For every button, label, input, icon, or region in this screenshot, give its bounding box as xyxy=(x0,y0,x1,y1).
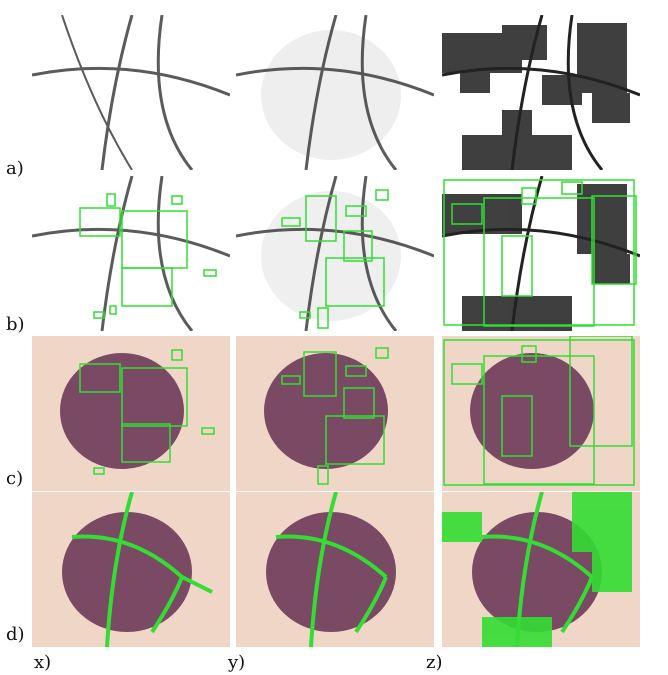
panel-d-z xyxy=(442,492,640,647)
panel-c-x xyxy=(32,336,230,491)
row-label-c: c) xyxy=(6,468,24,489)
panel-d-y xyxy=(236,492,434,647)
lesion-c-y xyxy=(236,336,434,491)
col-label-z: z) xyxy=(426,652,443,673)
lesion-d-z xyxy=(442,492,640,647)
panel-b-x xyxy=(32,176,230,331)
panel-c-y xyxy=(236,336,434,491)
panel-c-z xyxy=(442,336,640,491)
panel-a-z xyxy=(442,15,640,170)
col-label-y: y) xyxy=(228,652,246,673)
lesion-c-x xyxy=(32,336,230,491)
panel-b-y xyxy=(236,176,434,331)
heatmap-b-y xyxy=(236,176,434,331)
lesion-d-y xyxy=(236,492,434,647)
panel-d-x xyxy=(32,492,230,647)
heatmap-a-y xyxy=(236,15,434,170)
row-label-a: a) xyxy=(6,158,24,179)
col-label-x: x) xyxy=(34,652,52,673)
panel-b-z xyxy=(442,176,640,331)
panel-a-x xyxy=(32,15,230,170)
panel-a-y xyxy=(236,15,434,170)
heatmap-a-x xyxy=(32,15,230,170)
row-label-d: d) xyxy=(6,624,25,645)
lesion-d-x xyxy=(32,492,230,647)
heatmap-a-z xyxy=(442,15,640,170)
heatmap-b-x xyxy=(32,176,230,331)
lesion-c-z xyxy=(442,336,640,491)
heatmap-b-z xyxy=(442,176,640,331)
row-label-b: b) xyxy=(6,314,25,335)
